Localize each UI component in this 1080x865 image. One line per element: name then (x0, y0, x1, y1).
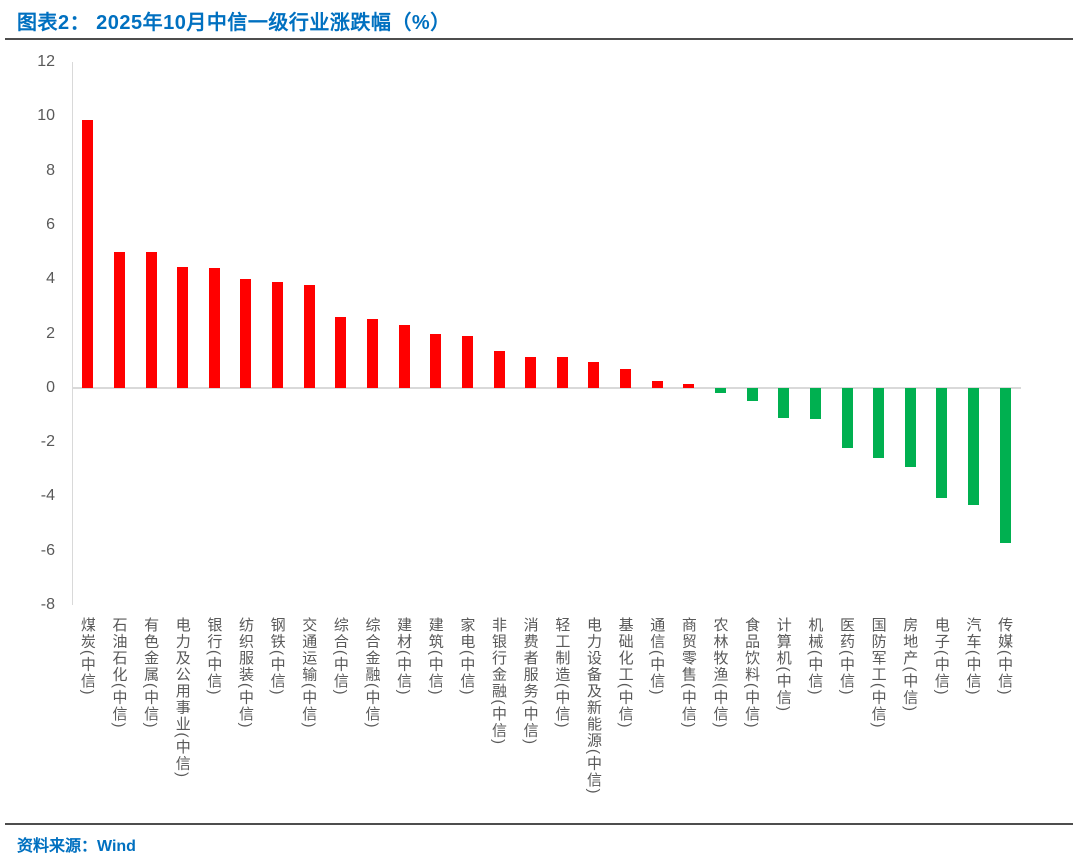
bar-positive (651, 381, 663, 388)
x-axis-category-label: 有色金属(中信) (142, 617, 160, 729)
x-axis-category-label: 轻工制造(中信) (553, 617, 571, 729)
x-axis-category-label: 消费者服务(中信) (521, 617, 539, 746)
bar-negative (746, 387, 758, 402)
y-axis-tick-label: 10 (37, 107, 55, 125)
zero-baseline (72, 387, 1021, 389)
x-axis-category-label: 商贸零售(中信) (679, 617, 697, 729)
y-axis-tick-label: -6 (40, 541, 55, 559)
bar-negative (809, 387, 821, 420)
x-axis-category-label: 房地产(中信) (901, 617, 919, 713)
header-divider (5, 38, 1073, 40)
x-axis-category-label: 国防军工(中信) (869, 617, 887, 729)
x-axis-category-label: 电子(中信) (932, 617, 950, 696)
x-axis-category-label: 石油石化(中信) (110, 617, 128, 729)
bar-negative (968, 387, 980, 505)
x-axis-category-label: 电力及公用事业(中信) (173, 617, 191, 779)
bar-negative (904, 387, 916, 467)
y-axis-tick-label: 0 (46, 378, 55, 396)
bar-positive (493, 351, 505, 388)
bar-positive (272, 281, 284, 388)
bar-positive (398, 325, 410, 388)
chart-title: 图表2： 2025年10月中信一级行业涨跌幅（%） (17, 12, 451, 34)
x-axis-category-label: 基础化工(中信) (616, 617, 634, 729)
source-note: 资料来源：Wind (17, 838, 136, 855)
bar-positive (683, 383, 695, 388)
x-axis-category-label: 家电(中信) (458, 617, 476, 696)
bar-positive (620, 368, 632, 388)
x-axis-category-label: 建材(中信) (395, 617, 413, 696)
bar-positive (82, 120, 94, 388)
x-axis-category-label: 医药(中信) (838, 617, 856, 696)
bar-positive (430, 333, 442, 388)
x-axis-category-label: 综合(中信) (331, 617, 349, 696)
bar-positive (303, 284, 315, 388)
bar-negative (936, 387, 948, 498)
bar-negative (714, 387, 726, 394)
x-axis-category-label: 钢铁(中信) (268, 617, 286, 696)
x-axis-category-label: 食品饮料(中信) (743, 617, 761, 729)
footer-divider (5, 823, 1073, 825)
bar-negative (778, 387, 790, 418)
bar-positive (208, 268, 220, 388)
y-axis-tick-label: 8 (46, 161, 55, 179)
y-axis-tick-label: -2 (40, 433, 55, 451)
x-axis-category-label: 电力设备及新能源(中信) (584, 617, 602, 795)
bar-positive (240, 279, 252, 388)
y-axis-line (72, 62, 73, 605)
bar-positive (145, 252, 157, 388)
bar-positive (335, 317, 347, 388)
bar-negative (873, 387, 885, 459)
x-axis-category-label: 煤炭(中信) (78, 617, 96, 696)
x-axis-category-label: 汽车(中信) (964, 617, 982, 696)
bar-negative (841, 387, 853, 448)
x-axis-category-label: 传媒(中信) (996, 617, 1014, 696)
y-axis-tick-label: 6 (46, 215, 55, 233)
x-axis-category-label: 农林牧渔(中信) (711, 617, 729, 729)
y-axis-tick-label: -4 (40, 487, 55, 505)
x-axis-category-label: 建筑(中信) (426, 617, 444, 696)
y-axis-tick-label: 4 (46, 270, 55, 288)
bar-negative (999, 387, 1011, 543)
bar-positive (588, 362, 600, 388)
x-axis-category-label: 纺织服装(中信) (236, 617, 254, 729)
x-axis-category-label: 综合金融(中信) (363, 617, 381, 729)
y-axis-tick-label: -8 (40, 596, 55, 613)
bar-positive (556, 356, 568, 388)
y-axis-tick-label: 2 (46, 324, 55, 342)
x-axis-category-label: 计算机(中信) (774, 617, 792, 713)
bar-positive (113, 252, 125, 388)
bar-positive (177, 266, 189, 388)
x-axis-category-label: 非银行金融(中信) (490, 617, 508, 746)
x-axis-category-label: 机械(中信) (806, 617, 824, 696)
bar-positive (367, 318, 379, 388)
x-axis-category-label: 银行(中信) (205, 617, 223, 696)
x-axis-category-label: 通信(中信) (648, 617, 666, 696)
y-axis-tick-label: 12 (37, 53, 55, 70)
bar-positive (461, 336, 473, 388)
bar-positive (525, 356, 537, 388)
x-axis-category-label: 交通运输(中信) (300, 617, 318, 729)
